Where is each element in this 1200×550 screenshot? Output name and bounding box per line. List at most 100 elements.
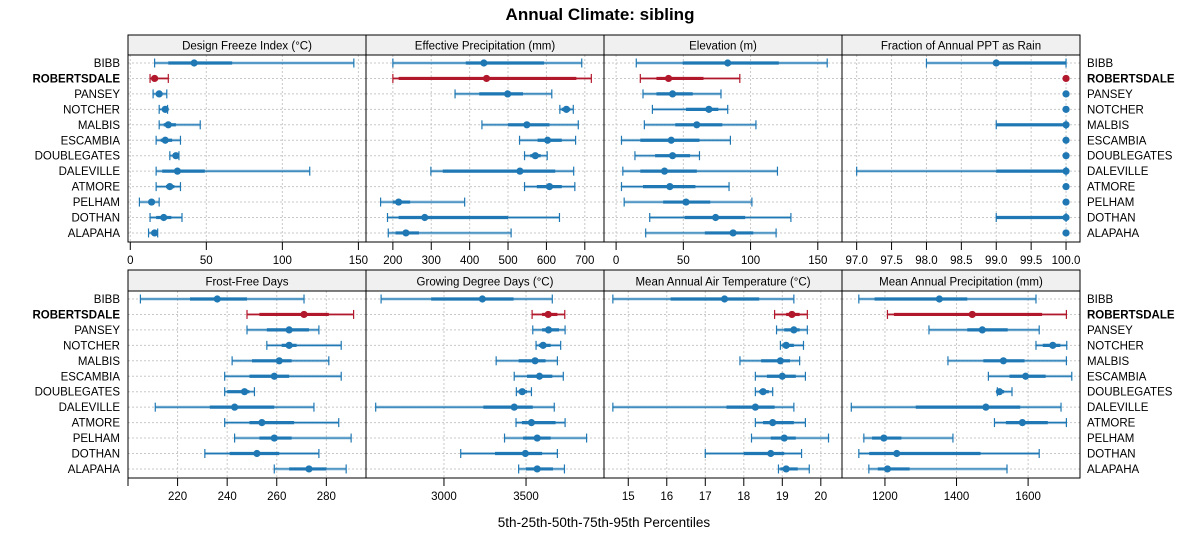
data-row-bibb — [858, 294, 1037, 304]
median-point — [285, 326, 293, 334]
row-label-left: ROBERTSDALE — [32, 309, 120, 321]
median-point — [693, 121, 701, 129]
panel-strip-title: Fraction of Annual PPT as Rain — [881, 41, 1041, 53]
median-point — [531, 357, 539, 365]
median-point — [668, 90, 677, 98]
median-point — [562, 105, 570, 113]
median-point — [402, 229, 410, 237]
data-row-doublegates — [995, 387, 1013, 397]
row-label-left: DOTHAN — [71, 449, 120, 461]
row-label-right: PANSEY — [1087, 89, 1133, 101]
median-point — [776, 357, 784, 365]
x-axis-label: 5th-25th-50th-75th-95th Percentiles — [498, 515, 711, 530]
row-label-left: ALAPAHA — [68, 464, 121, 476]
x-tick-label: 0 — [613, 255, 619, 267]
x-tick-label: 1400 — [944, 491, 970, 503]
median-point — [161, 136, 169, 144]
row-label-right: PELHAM — [1087, 433, 1134, 445]
x-tick-label: 200 — [383, 255, 402, 267]
data-row-doublegates — [1062, 152, 1070, 160]
x-tick-label: 16 — [660, 491, 673, 503]
row-label-right: ESCAMBIA — [1087, 371, 1147, 383]
row-label-left: DALEVILLE — [59, 402, 121, 414]
data-row-robertsdale — [149, 73, 169, 83]
data-row-doublegates — [515, 387, 533, 397]
row-label-right: BIBB — [1087, 294, 1114, 306]
x-tick-label: 150 — [808, 255, 827, 267]
panels-group: Design Freeze Index (°C)0 50 100 150Effecti… — [32, 34, 1175, 503]
row-label-left: DOUBLEGATES — [35, 387, 121, 399]
row-label-right: ATMORE — [1087, 182, 1136, 194]
median-point — [160, 213, 168, 222]
median-point — [1062, 198, 1070, 206]
panel-5: Frost-Free Days 220 240 260 280 — [127, 269, 367, 503]
data-row-pelham — [234, 433, 352, 443]
data-row-robertsdale — [246, 309, 355, 319]
x-tick-label: 50 — [200, 255, 213, 267]
row-label-left: PANSEY — [74, 325, 120, 337]
row-label-right: ROBERTSDALE — [1087, 309, 1175, 321]
data-row-bibb — [139, 294, 305, 304]
panel-border — [127, 290, 367, 479]
row-label-right: NOTCHER — [1087, 104, 1144, 116]
median-point — [544, 310, 552, 319]
data-row-pansey — [532, 325, 566, 335]
data-row-alapaha — [147, 228, 159, 238]
median-point — [667, 136, 675, 144]
panel-4: Fraction of Annual PPT as Rain 97.0 97.5 98… — [841, 34, 1081, 267]
data-row-escambia — [155, 135, 182, 145]
median-point — [782, 341, 790, 349]
median-point — [533, 465, 541, 473]
data-row-alapaha — [1062, 229, 1070, 237]
median-point — [285, 341, 293, 349]
median-point — [545, 183, 554, 191]
data-row-escambia — [754, 371, 807, 381]
data-row-doublegates — [523, 151, 548, 161]
median-point — [164, 121, 172, 129]
median-point — [270, 372, 278, 380]
panel-border — [841, 290, 1081, 479]
data-row-dothan — [858, 449, 1040, 458]
median-point — [992, 59, 1000, 67]
row-label-left: DALEVILLE — [59, 166, 121, 178]
median-point — [978, 326, 986, 334]
median-point — [155, 90, 163, 98]
data-row-alapaha — [777, 464, 810, 474]
median-point — [682, 198, 690, 206]
row-label-left: MALBIS — [78, 356, 121, 368]
median-point — [1062, 121, 1070, 129]
data-row-doublegates — [224, 387, 256, 397]
median-point — [190, 59, 198, 67]
x-tick-label: 260 — [267, 491, 286, 503]
data-row-doublegates — [169, 151, 180, 161]
data-row-pelham — [750, 433, 830, 443]
data-row-atmore — [1062, 183, 1070, 191]
x-tick-label: 220 — [168, 491, 187, 503]
median-point — [660, 167, 669, 175]
data-row-alapaha — [387, 228, 512, 238]
data-row-daleville — [155, 166, 311, 176]
median-point — [729, 229, 737, 237]
row-label-right: PELHAM — [1087, 197, 1134, 209]
row-label-right: ALAPAHA — [1087, 228, 1140, 240]
median-point — [166, 183, 174, 191]
data-row-robertsdale — [531, 309, 566, 319]
data-row-bibb — [380, 294, 553, 304]
median-point — [1062, 136, 1070, 144]
x-tick-label: 3500 — [513, 491, 539, 503]
data-row-notcher — [158, 104, 169, 114]
data-row-pansey — [454, 89, 553, 99]
data-row-dothan — [386, 213, 561, 222]
median-point — [705, 105, 713, 113]
median-point — [1018, 419, 1026, 427]
x-tick-label: 20 — [814, 491, 827, 503]
panel-8: Mean Annual Precipitation (mm) 1200 1400 16… — [841, 269, 1081, 503]
panel-3: Elevation (m) 0 50 100 150 — [603, 34, 843, 267]
x-tick-label: 97.5 — [880, 255, 902, 267]
data-row-pansey — [246, 325, 320, 335]
panel-strip-title: Effective Precipitation (mm) — [415, 41, 556, 53]
data-row-escambia — [1062, 136, 1070, 144]
data-row-atmore — [620, 182, 730, 192]
